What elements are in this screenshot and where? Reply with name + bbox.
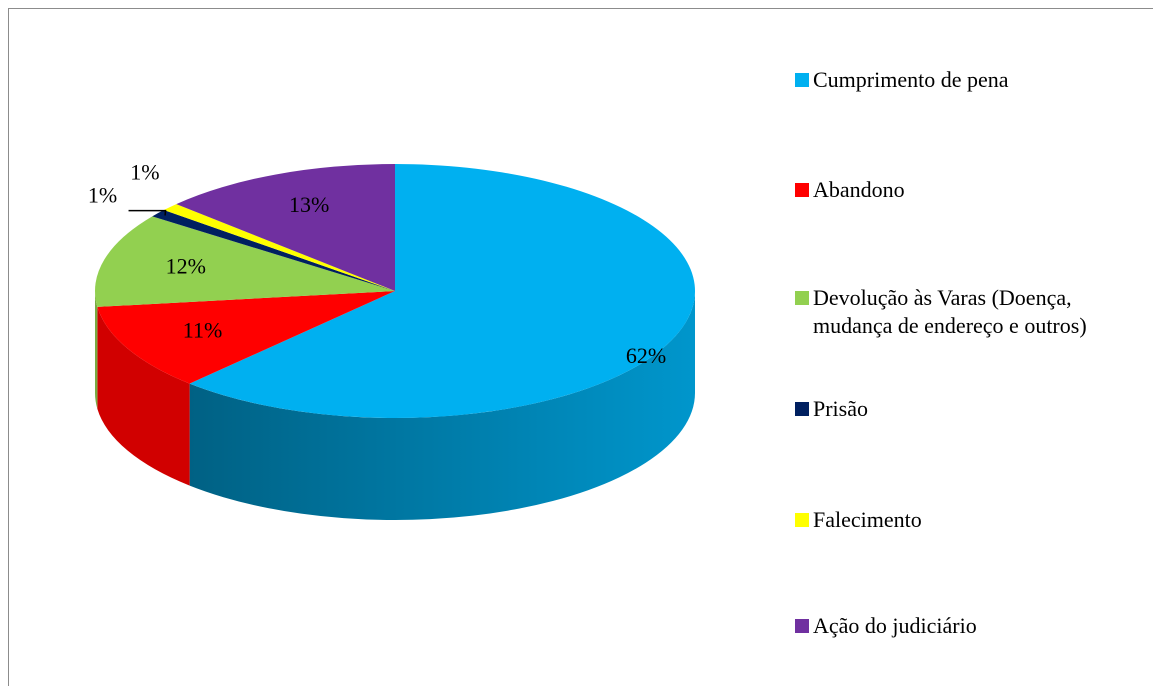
legend-swatch [795,291,809,305]
legend-label: Falecimento [813,507,922,532]
chart-border [8,8,1153,686]
slice [163,204,395,291]
legend-swatch [795,73,809,87]
leader-line [128,209,167,216]
legend-swatch [795,402,809,416]
data-label: 1% [130,159,159,184]
slice-side [97,306,190,486]
slice-side [189,291,695,521]
legend-swatch [795,513,809,527]
legend-label: Devolução às Varas (Doença, mudança de e… [813,285,1087,338]
legend-label: Abandono [813,177,905,202]
slice [94,216,395,307]
legend-swatch [795,183,809,197]
data-label: 11% [183,318,223,343]
data-label: 13% [289,192,329,217]
slice [152,210,395,291]
data-label: 62% [626,343,666,368]
legend-label: Prisão [813,396,868,421]
slice [97,291,395,384]
legend-item: Devolução às Varas (Doença, mudança de e… [795,284,1135,340]
legend-item: Prisão [795,395,1135,423]
legend-item: Abandono [795,176,1135,204]
legend-item: Cumprimento de pena [795,66,1135,94]
slice [189,164,696,418]
legend-item: Falecimento [795,506,1135,534]
slice [176,164,395,291]
legend-item: Ação do judiciário [795,612,1135,640]
data-label: 12% [166,253,206,278]
legend-label: Ação do judiciário [813,613,977,638]
legend-swatch [795,619,809,633]
slice-side [95,291,98,409]
legend-label: Cumprimento de pena [813,67,1009,92]
data-label: 1% [88,183,117,208]
